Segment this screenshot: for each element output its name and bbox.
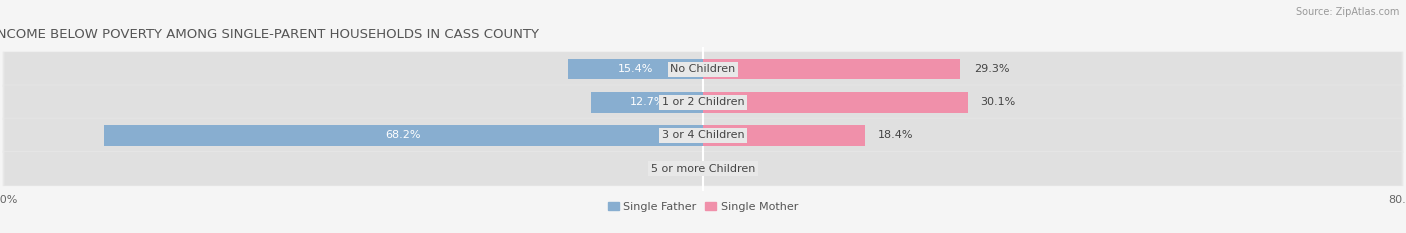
Text: INCOME BELOW POVERTY AMONG SINGLE-PARENT HOUSEHOLDS IN CASS COUNTY: INCOME BELOW POVERTY AMONG SINGLE-PARENT… xyxy=(0,28,538,41)
Text: 5 or more Children: 5 or more Children xyxy=(651,164,755,174)
Text: 12.7%: 12.7% xyxy=(630,97,665,107)
Text: 1 or 2 Children: 1 or 2 Children xyxy=(662,97,744,107)
Text: 29.3%: 29.3% xyxy=(973,64,1010,74)
FancyBboxPatch shape xyxy=(4,119,1402,152)
Text: 30.1%: 30.1% xyxy=(981,97,1017,107)
Text: 68.2%: 68.2% xyxy=(385,130,420,140)
Bar xyxy=(568,59,703,79)
Text: 0.0%: 0.0% xyxy=(716,164,744,174)
Text: 0.0%: 0.0% xyxy=(662,164,690,174)
Text: 18.4%: 18.4% xyxy=(877,130,914,140)
Text: Source: ZipAtlas.com: Source: ZipAtlas.com xyxy=(1295,7,1399,17)
Text: 3 or 4 Children: 3 or 4 Children xyxy=(662,130,744,140)
Text: No Children: No Children xyxy=(671,64,735,74)
FancyBboxPatch shape xyxy=(4,85,1402,119)
FancyBboxPatch shape xyxy=(3,51,1403,87)
Bar xyxy=(703,59,960,79)
FancyBboxPatch shape xyxy=(3,85,1403,120)
Bar xyxy=(703,125,865,146)
Legend: Single Father, Single Mother: Single Father, Single Mother xyxy=(607,202,799,212)
FancyBboxPatch shape xyxy=(3,118,1403,153)
Bar xyxy=(104,125,703,146)
Bar xyxy=(592,92,703,113)
FancyBboxPatch shape xyxy=(4,152,1402,185)
Bar xyxy=(703,92,967,113)
Text: 15.4%: 15.4% xyxy=(617,64,652,74)
FancyBboxPatch shape xyxy=(4,52,1402,86)
FancyBboxPatch shape xyxy=(3,151,1403,186)
